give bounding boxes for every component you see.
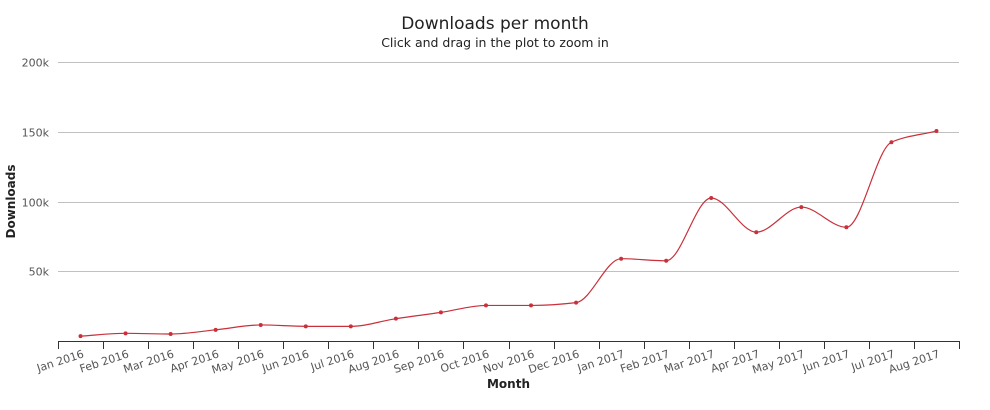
- chart-title: Downloads per month: [401, 14, 589, 34]
- x-tick-label: May 2017: [751, 347, 807, 376]
- x-tick-label: Jan 2016: [34, 347, 85, 375]
- x-tick-label: Sep 2016: [392, 347, 446, 376]
- data-point[interactable]: [664, 258, 669, 263]
- data-point[interactable]: [393, 316, 398, 321]
- grid-lines: [58, 62, 959, 272]
- x-tick-label: Mar 2017: [662, 347, 716, 376]
- series-line[interactable]: [80, 130, 937, 337]
- y-tick-label: 50k: [29, 266, 50, 279]
- x-tick-label: Jan 2017: [575, 347, 626, 375]
- data-point[interactable]: [574, 300, 579, 305]
- y-tick-label: 150k: [22, 127, 50, 140]
- x-tick-label: Feb 2017: [619, 347, 671, 375]
- data-point[interactable]: [123, 331, 128, 336]
- data-point[interactable]: [483, 303, 488, 308]
- data-point[interactable]: [709, 196, 714, 201]
- data-point[interactable]: [348, 324, 353, 329]
- data-point[interactable]: [934, 129, 939, 134]
- data-point[interactable]: [438, 310, 443, 315]
- data-point[interactable]: [168, 332, 173, 337]
- x-tick-label: Mar 2016: [122, 347, 176, 376]
- x-axis-title: Month: [487, 377, 530, 391]
- data-point[interactable]: [213, 327, 218, 332]
- x-tick-label: Feb 2016: [78, 347, 130, 375]
- data-point[interactable]: [754, 230, 759, 235]
- x-tick-label: Dec 2016: [527, 347, 581, 376]
- y-tick-label: 200k: [22, 57, 50, 70]
- data-point[interactable]: [799, 205, 804, 210]
- y-axis-title: Downloads: [4, 164, 18, 238]
- chart-subtitle: Click and drag in the plot to zoom in: [381, 35, 609, 50]
- x-tick-label: Jun 2017: [800, 347, 851, 375]
- y-tick-label: 100k: [22, 197, 50, 210]
- x-tick-label: Aug 2017: [887, 347, 941, 376]
- series-layer: [78, 129, 939, 339]
- data-point[interactable]: [258, 322, 263, 327]
- data-point[interactable]: [303, 324, 308, 329]
- data-point[interactable]: [78, 334, 83, 339]
- data-point[interactable]: [619, 256, 624, 261]
- x-tick-label: Nov 2016: [482, 347, 536, 376]
- axes: [58, 341, 960, 349]
- x-tick-label: May 2016: [210, 347, 266, 376]
- data-point[interactable]: [844, 225, 849, 230]
- data-point[interactable]: [889, 140, 894, 145]
- x-tick-label: Jun 2016: [259, 347, 310, 375]
- x-tick-label: Aug 2016: [346, 347, 400, 376]
- data-point[interactable]: [529, 303, 534, 308]
